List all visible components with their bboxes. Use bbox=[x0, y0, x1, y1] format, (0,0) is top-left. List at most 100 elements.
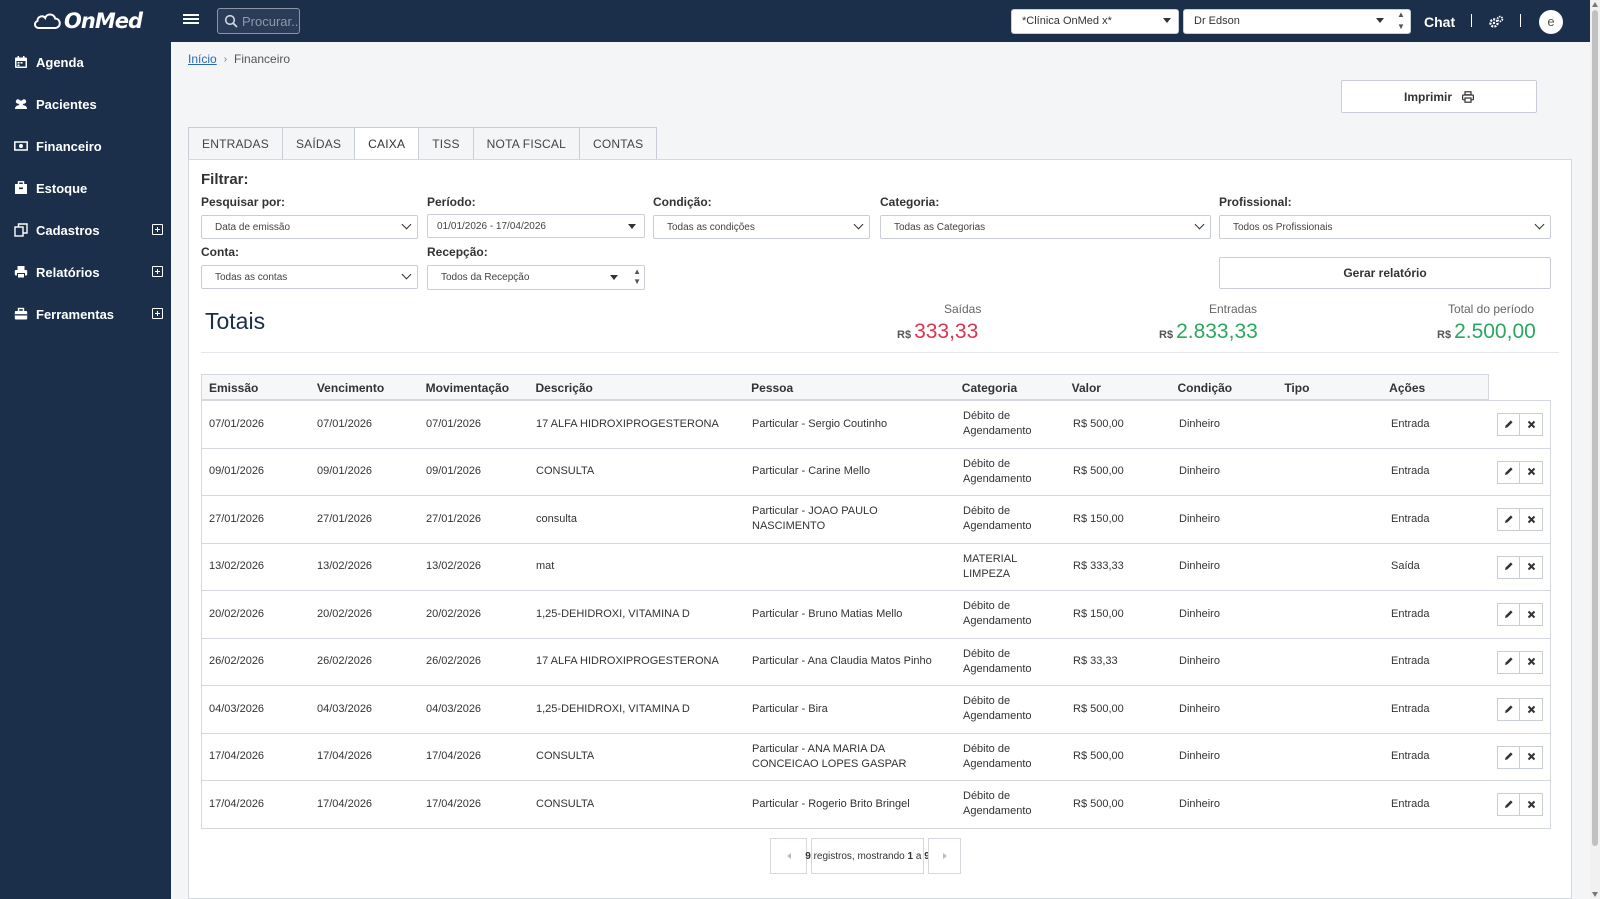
column-header-condicao[interactable]: Condição bbox=[1177, 381, 1233, 395]
column-header-emissao[interactable]: Emissão bbox=[209, 381, 259, 395]
saidas-label: Saídas bbox=[944, 302, 982, 316]
cell-categoria: Débito de Agendamento bbox=[963, 790, 1032, 818]
doctor-select[interactable]: Dr Edson bbox=[1183, 9, 1411, 34]
cell-descricao: mat bbox=[536, 560, 555, 573]
column-header-tipo[interactable]: Tipo bbox=[1284, 381, 1310, 395]
expand-plus-icon[interactable] bbox=[152, 224, 163, 235]
sidebar: Agenda Pacientes Financeiro Estoque Cada… bbox=[0, 42, 171, 899]
scroll-up-icon[interactable] bbox=[1592, 2, 1598, 7]
cell-categoria: Débito de Agendamento bbox=[963, 410, 1032, 438]
clinic-select[interactable]: *Clínica OnMed x* bbox=[1011, 9, 1179, 34]
chat-link[interactable]: Chat bbox=[1424, 14, 1456, 30]
brand-logo[interactable]: OnMed bbox=[32, 7, 143, 35]
menu-toggle-icon[interactable] bbox=[183, 12, 199, 28]
sidebar-item-estoque[interactable]: Estoque bbox=[0, 175, 171, 201]
column-header-valor[interactable]: Valor bbox=[1071, 381, 1101, 395]
generate-report-button[interactable]: Gerar relatório bbox=[1219, 257, 1551, 289]
pencil-icon bbox=[1504, 608, 1514, 622]
search-input[interactable] bbox=[242, 13, 298, 29]
sidebar-item-agenda[interactable]: Agenda bbox=[0, 49, 171, 75]
entradas-total: R$ 2.833,33 bbox=[1159, 320, 1258, 344]
edit-button[interactable] bbox=[1497, 745, 1520, 769]
currency-symbol: R$ bbox=[1159, 329, 1174, 341]
scroll-down-icon[interactable] bbox=[1592, 892, 1598, 897]
sidebar-item-relatorios[interactable]: Relatórios bbox=[0, 259, 171, 285]
cell-condicao: Dinheiro bbox=[1179, 607, 1220, 620]
delete-button[interactable] bbox=[1520, 508, 1543, 531]
sidebar-item-ferramentas[interactable]: Ferramentas bbox=[0, 301, 171, 327]
print-button-label: Imprimir bbox=[1403, 89, 1452, 104]
table-row: 13/02/2026 13/02/2026 13/02/2026 mat MATERIA… bbox=[202, 542, 1550, 591]
delete-button[interactable] bbox=[1520, 650, 1543, 674]
settings-gears-icon[interactable] bbox=[1488, 14, 1504, 30]
condicao-select[interactable]: Todas as condições bbox=[653, 215, 870, 239]
sidebar-item-cadastros[interactable]: Cadastros bbox=[0, 217, 171, 243]
chevron-left-icon bbox=[786, 853, 791, 859]
delete-button[interactable] bbox=[1520, 460, 1543, 484]
tab-entradas[interactable]: ENTRADAS bbox=[188, 127, 282, 160]
edit-button[interactable] bbox=[1497, 508, 1520, 531]
chevron-down-icon bbox=[401, 219, 412, 230]
tab-tiss[interactable]: TISS bbox=[418, 127, 473, 160]
cell-descricao: CONSULTA bbox=[536, 465, 595, 478]
delete-button[interactable] bbox=[1520, 413, 1543, 436]
pesquisar-label: Pesquisar por: bbox=[201, 195, 286, 209]
column-header-categoria[interactable]: Categoria bbox=[961, 381, 1018, 395]
categoria-select[interactable]: Todas as Categorias bbox=[880, 215, 1211, 239]
cell-condicao: Dinheiro bbox=[1179, 560, 1220, 573]
scrollbar-thumb[interactable] bbox=[1592, 10, 1598, 846]
sidebar-item-financeiro[interactable]: Financeiro bbox=[0, 133, 171, 159]
tab-caixa[interactable]: CAIXA bbox=[354, 127, 419, 160]
cell-condicao: Dinheiro bbox=[1179, 655, 1220, 668]
close-icon bbox=[1527, 703, 1536, 717]
search-box[interactable] bbox=[217, 8, 300, 34]
expand-plus-icon[interactable] bbox=[152, 266, 163, 277]
edit-button[interactable] bbox=[1497, 413, 1520, 436]
recepcao-select[interactable]: Todos da Recepção ▲ ▼ bbox=[427, 265, 645, 290]
column-header-descricao[interactable]: Descrição bbox=[535, 381, 593, 395]
user-avatar[interactable]: e bbox=[1539, 10, 1563, 34]
cell-condicao: Dinheiro bbox=[1179, 465, 1220, 478]
spin-down-icon[interactable]: ▼ bbox=[1397, 22, 1405, 31]
delete-button[interactable] bbox=[1520, 745, 1543, 769]
column-header-pessoa[interactable]: Pessoa bbox=[751, 381, 794, 395]
breadcrumb-home-link[interactable]: Início bbox=[188, 52, 217, 66]
cell-emissao: 20/02/2026 bbox=[209, 607, 265, 620]
page-scrollbar[interactable] bbox=[1590, 0, 1600, 899]
edit-button[interactable] bbox=[1497, 555, 1520, 579]
column-header-acoes[interactable]: Ações bbox=[1389, 381, 1426, 395]
cell-vencimento: 26/02/2026 bbox=[317, 655, 373, 668]
sidebar-item-pacientes[interactable]: Pacientes bbox=[0, 91, 171, 117]
delete-button[interactable] bbox=[1520, 793, 1543, 816]
spin-up-icon[interactable]: ▲ bbox=[1397, 10, 1405, 19]
edit-button[interactable] bbox=[1497, 460, 1520, 484]
delete-button[interactable] bbox=[1520, 603, 1543, 626]
periodo-select[interactable]: 01/01/2026 - 17/04/2026 bbox=[427, 214, 645, 238]
profissional-select[interactable]: Todos os Profissionais bbox=[1219, 215, 1551, 239]
edit-button[interactable] bbox=[1497, 698, 1520, 721]
cell-pessoa: Particular - Rogerio Brito Bringel bbox=[752, 797, 910, 810]
column-header-vencimento[interactable]: Vencimento bbox=[316, 381, 385, 395]
cell-pessoa: Particular - Bira bbox=[752, 702, 828, 715]
edit-button[interactable] bbox=[1497, 650, 1520, 674]
caret-down-icon bbox=[628, 224, 636, 229]
conta-select[interactable]: Todas as contas bbox=[201, 265, 418, 289]
spinner-arrows-icon[interactable]: ▲ ▼ bbox=[633, 267, 641, 286]
tab-contas[interactable]: CONTAS bbox=[579, 127, 658, 160]
column-header-movimentacao[interactable]: Movimentação bbox=[425, 381, 510, 395]
print-button[interactable]: Imprimir bbox=[1341, 80, 1537, 113]
total-periodo-label: Total do período bbox=[1448, 302, 1535, 316]
delete-button[interactable] bbox=[1520, 698, 1543, 721]
delete-button[interactable] bbox=[1520, 555, 1543, 579]
expand-plus-icon[interactable] bbox=[152, 308, 163, 319]
cell-condicao: Dinheiro bbox=[1179, 417, 1220, 430]
tab-saidas[interactable]: SAÍDAS bbox=[281, 127, 355, 160]
edit-button[interactable] bbox=[1497, 603, 1520, 626]
range-to: 9 bbox=[924, 850, 930, 862]
doctor-spinner[interactable]: ▲ ▼ bbox=[1393, 9, 1409, 34]
pesquisar-select[interactable]: Data de emissão bbox=[201, 215, 418, 239]
tab-nota-fiscal[interactable]: NOTA FISCAL bbox=[472, 127, 579, 160]
pagination-prev-button[interactable] bbox=[770, 838, 807, 874]
edit-button[interactable] bbox=[1497, 793, 1520, 816]
pagination-next-button[interactable] bbox=[928, 838, 961, 874]
